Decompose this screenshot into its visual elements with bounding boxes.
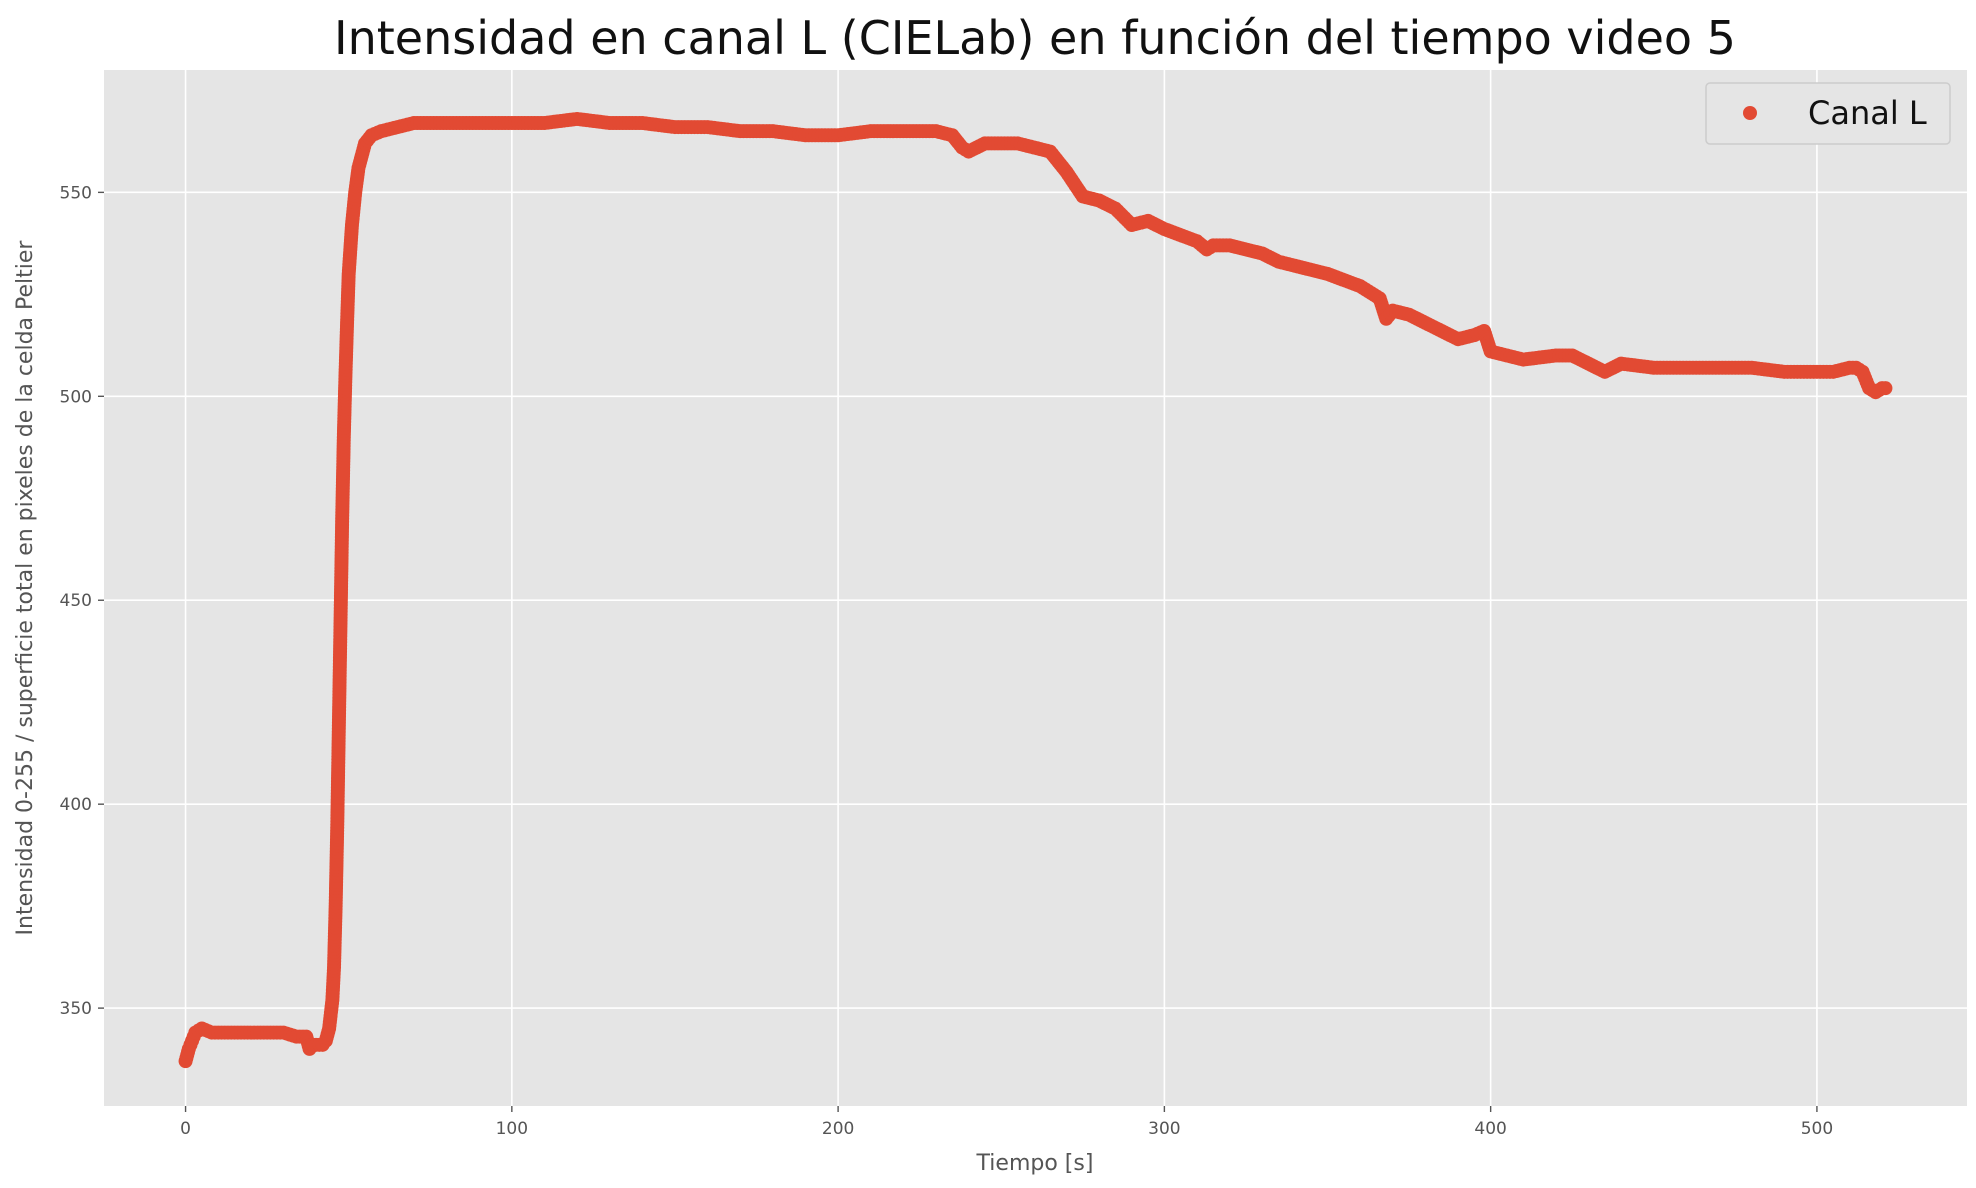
x-tick-label: 100 [496,1119,528,1139]
x-tick-label: 300 [1148,1119,1180,1139]
y-axis-ticks: 350 400 450 500 550 [60,183,104,1019]
series-canal-l [178,111,1893,1069]
legend-label: Canal L [1808,94,1927,132]
x-tick-label: 400 [1474,1119,1506,1139]
x-tick-label: 500 [1801,1119,1833,1139]
y-tick-label: 450 [60,591,92,611]
plot-area [104,70,1967,1106]
y-tick-label: 500 [60,387,92,407]
y-tick-label: 550 [60,183,92,203]
y-tick-label: 350 [60,999,92,1019]
x-axis-ticks: 0 100 200 300 400 500 [180,1106,1833,1139]
data-point [1878,381,1893,396]
x-axis-label: Tiempo [s] [976,1151,1094,1176]
legend-marker [1743,106,1757,120]
y-tick-label: 400 [60,795,92,815]
y-axis-label: Intensidad 0-255 / superficie total en p… [13,240,38,936]
grid-lines [104,70,1967,1106]
legend: Canal L [1705,82,1951,145]
legend-box [1705,82,1951,145]
x-tick-label: 200 [822,1119,854,1139]
x-tick-label: 0 [180,1119,191,1139]
chart-title: Intensidad en canal L (CIELab) en funció… [334,11,1736,65]
